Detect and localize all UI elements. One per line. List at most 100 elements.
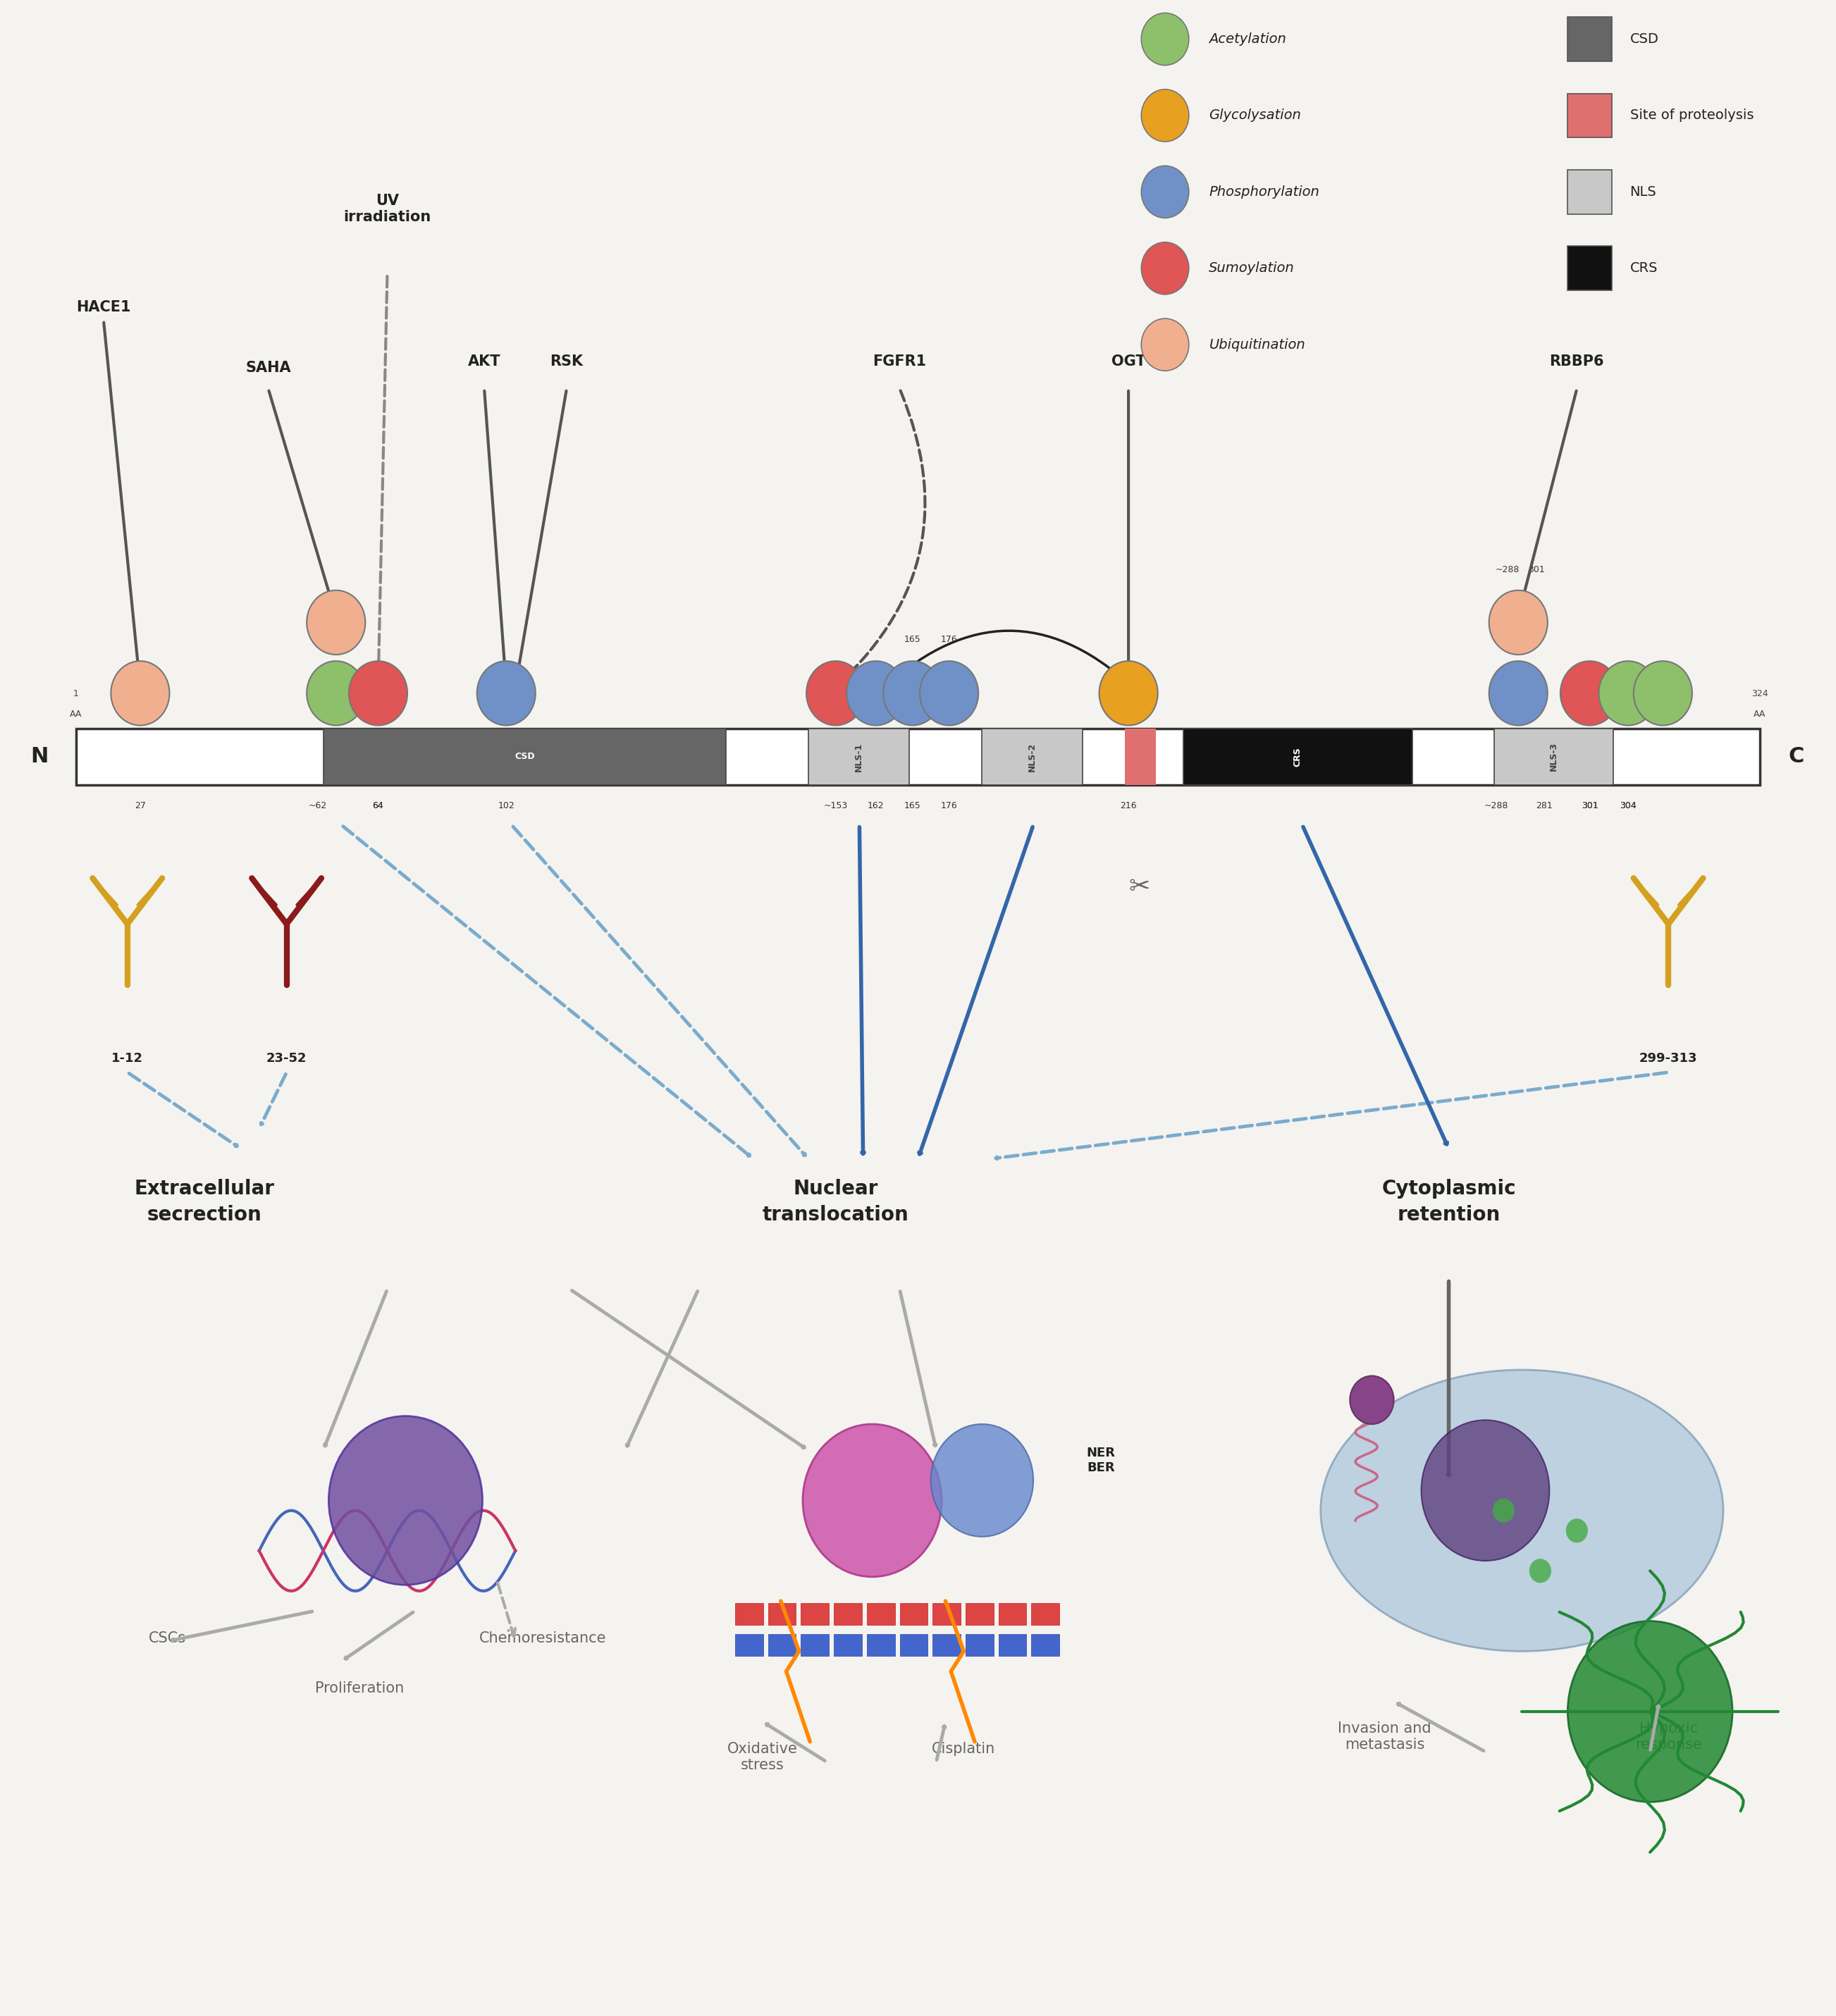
Text: ✂: ✂ — [1129, 875, 1149, 899]
Text: 64: 64 — [373, 800, 384, 810]
Text: SAHA: SAHA — [246, 361, 292, 375]
Text: 301: 301 — [1528, 564, 1544, 575]
Text: Extracellular
secrection: Extracellular secrection — [134, 1179, 274, 1224]
FancyBboxPatch shape — [1568, 169, 1612, 214]
FancyBboxPatch shape — [800, 1633, 828, 1655]
Circle shape — [110, 661, 169, 726]
Circle shape — [307, 661, 365, 726]
FancyBboxPatch shape — [1495, 728, 1614, 784]
FancyBboxPatch shape — [999, 1603, 1026, 1625]
FancyBboxPatch shape — [800, 1603, 828, 1625]
Circle shape — [931, 1423, 1034, 1536]
Circle shape — [920, 661, 979, 726]
Text: Hypoxic
response: Hypoxic response — [1636, 1722, 1702, 1752]
Text: CRS: CRS — [1293, 748, 1302, 766]
Text: NER
BER: NER BER — [1087, 1447, 1116, 1474]
Text: RSK: RSK — [551, 355, 584, 369]
Circle shape — [349, 661, 408, 726]
Text: Sumoylation: Sumoylation — [1208, 262, 1294, 274]
FancyBboxPatch shape — [966, 1603, 993, 1625]
Text: 301: 301 — [1581, 800, 1597, 810]
Text: Invasion and
metastasis: Invasion and metastasis — [1338, 1722, 1432, 1752]
Text: 1: 1 — [73, 689, 79, 698]
Text: 176: 176 — [940, 635, 958, 645]
Text: AA: AA — [70, 710, 83, 718]
Text: 27: 27 — [134, 800, 145, 810]
Circle shape — [1142, 89, 1190, 141]
FancyBboxPatch shape — [900, 1633, 927, 1655]
Text: ~288: ~288 — [1495, 564, 1520, 575]
Circle shape — [307, 591, 365, 655]
Text: Acetylation: Acetylation — [1208, 32, 1287, 46]
Circle shape — [1634, 661, 1693, 726]
Circle shape — [1489, 591, 1548, 655]
Text: 102: 102 — [498, 800, 514, 810]
Text: 301: 301 — [1581, 800, 1597, 810]
FancyBboxPatch shape — [808, 728, 909, 784]
Text: NLS-1: NLS-1 — [854, 742, 863, 772]
Text: 304: 304 — [1619, 800, 1636, 810]
Text: 165: 165 — [903, 800, 922, 810]
Circle shape — [1100, 661, 1159, 726]
Circle shape — [1142, 165, 1190, 218]
Text: FGFR1: FGFR1 — [872, 355, 927, 369]
Text: 1-12: 1-12 — [112, 1052, 143, 1064]
Circle shape — [1489, 661, 1548, 726]
FancyBboxPatch shape — [900, 1603, 927, 1625]
FancyBboxPatch shape — [1032, 1603, 1059, 1625]
Text: 324: 324 — [1752, 689, 1768, 698]
FancyBboxPatch shape — [1568, 93, 1612, 137]
Text: ~62: ~62 — [308, 800, 327, 810]
FancyBboxPatch shape — [834, 1633, 861, 1655]
Text: AKT: AKT — [468, 355, 501, 369]
FancyBboxPatch shape — [1032, 1633, 1059, 1655]
FancyBboxPatch shape — [999, 1633, 1026, 1655]
Text: Site of proteolysis: Site of proteolysis — [1630, 109, 1753, 123]
Circle shape — [846, 661, 905, 726]
Circle shape — [883, 661, 942, 726]
FancyBboxPatch shape — [933, 1633, 960, 1655]
FancyBboxPatch shape — [966, 1633, 993, 1655]
Text: ~153: ~153 — [824, 800, 848, 810]
Text: 23-52: 23-52 — [266, 1052, 307, 1064]
Text: HACE1: HACE1 — [77, 300, 130, 314]
Circle shape — [1529, 1558, 1551, 1583]
Circle shape — [1568, 1621, 1733, 1802]
Text: 165: 165 — [903, 635, 922, 645]
Text: CSD: CSD — [1630, 32, 1658, 46]
FancyBboxPatch shape — [1568, 16, 1612, 60]
Circle shape — [1349, 1375, 1394, 1423]
Text: Phosphorylation: Phosphorylation — [1208, 185, 1320, 200]
FancyBboxPatch shape — [867, 1633, 894, 1655]
FancyBboxPatch shape — [867, 1603, 894, 1625]
Circle shape — [1566, 1518, 1588, 1542]
Circle shape — [1142, 12, 1190, 65]
Circle shape — [477, 661, 536, 726]
Text: 176: 176 — [940, 800, 958, 810]
FancyBboxPatch shape — [1184, 728, 1412, 784]
Text: N: N — [31, 746, 48, 766]
Ellipse shape — [1320, 1369, 1724, 1651]
Text: UV
irradiation: UV irradiation — [343, 194, 431, 224]
Text: Glycolysation: Glycolysation — [1208, 109, 1302, 123]
Circle shape — [1561, 661, 1619, 726]
Text: CRS: CRS — [1630, 262, 1658, 274]
Text: Proliferation: Proliferation — [316, 1681, 404, 1695]
FancyBboxPatch shape — [1568, 246, 1612, 290]
Text: Ubiquitination: Ubiquitination — [1208, 339, 1305, 351]
FancyBboxPatch shape — [734, 1603, 764, 1625]
Text: Oxidative
stress: Oxidative stress — [727, 1742, 797, 1772]
Text: Nuclear
translocation: Nuclear translocation — [762, 1179, 909, 1224]
Text: Cytoplasmic
retention: Cytoplasmic retention — [1381, 1179, 1517, 1224]
FancyBboxPatch shape — [734, 1633, 764, 1655]
FancyBboxPatch shape — [767, 1633, 797, 1655]
Text: NLS-2: NLS-2 — [1028, 742, 1037, 772]
FancyBboxPatch shape — [767, 1603, 797, 1625]
Text: OGT: OGT — [1111, 355, 1146, 369]
FancyBboxPatch shape — [834, 1603, 861, 1625]
FancyBboxPatch shape — [75, 728, 1761, 784]
Text: 64: 64 — [373, 800, 384, 810]
Text: 216: 216 — [1120, 800, 1136, 810]
Circle shape — [806, 661, 865, 726]
Text: Cisplatin: Cisplatin — [933, 1742, 995, 1756]
